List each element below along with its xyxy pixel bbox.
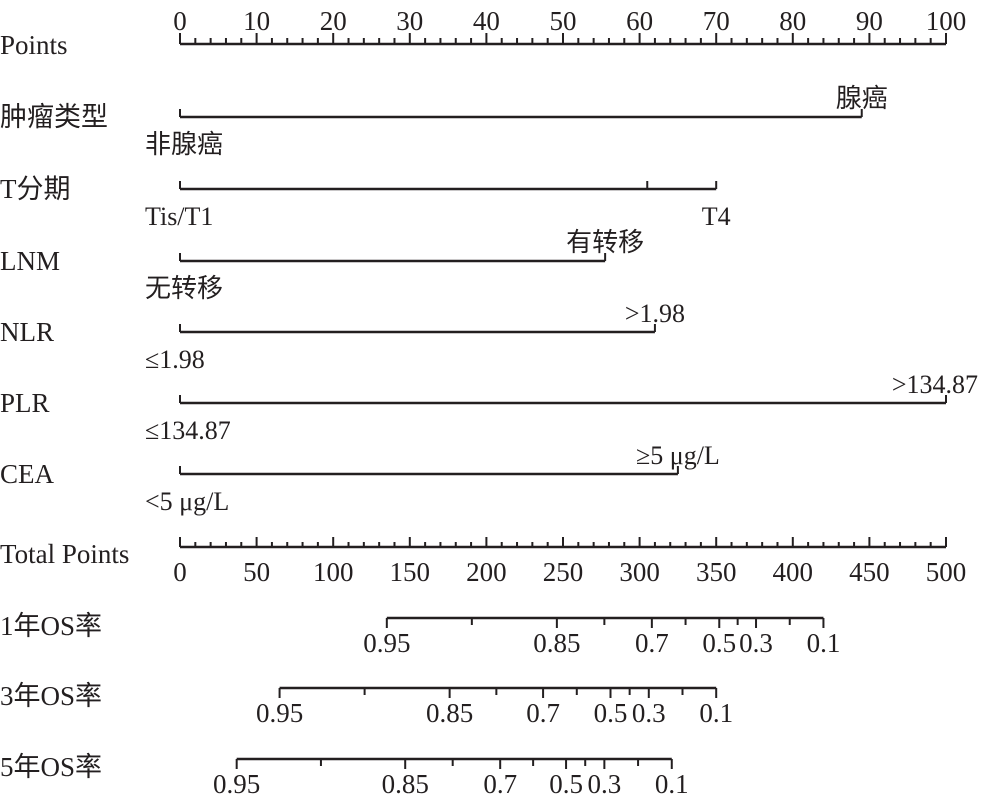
- points-axis-tick-label: 100: [926, 6, 967, 36]
- survival-scale-label: 3年OS率: [0, 681, 102, 711]
- total-points-axis-tick-label: 300: [619, 557, 660, 587]
- predictor-level-label: >134.87: [892, 370, 978, 399]
- predictor-label: 肿瘤类型: [0, 102, 108, 132]
- survival-scale-tick-label: 0.3: [739, 628, 773, 658]
- predictor-label: NLR: [0, 317, 54, 347]
- survival-scale-tick-label: 0.5: [549, 769, 583, 799]
- survival-scale-tick-label: 0.85: [533, 628, 580, 658]
- survival-scale-tick-label: 0.1: [699, 698, 733, 728]
- survival-scale-tick-label: 0.5: [594, 698, 628, 728]
- survival-scale-tick-label: 0.85: [382, 769, 429, 799]
- survival-scale-label: 1年OS率: [0, 611, 102, 641]
- points-axis-tick-label: 70: [703, 6, 730, 36]
- survival-scale-label: 5年OS率: [0, 752, 102, 782]
- predictor-label: T分期: [0, 174, 71, 204]
- total-points-axis-tick-label: 0: [173, 557, 187, 587]
- points-axis-tick-label: 20: [320, 6, 347, 36]
- total-points-axis-tick-label: 50: [243, 557, 270, 587]
- survival-scale-tick-label: 0.3: [632, 698, 666, 728]
- points-axis-tick-label: 30: [396, 6, 423, 36]
- survival-scale-tick-label: 0.5: [702, 628, 736, 658]
- total-points-axis-tick-label: 450: [849, 557, 890, 587]
- points-axis-label: Points: [0, 30, 68, 60]
- predictor-level-label: <5 μg/L: [145, 487, 229, 516]
- predictor-label: CEA: [0, 459, 55, 489]
- survival-scale-tick-label: 0.95: [256, 698, 303, 728]
- total-points-axis-tick-label: 350: [696, 557, 737, 587]
- survival-scale-tick-label: 0.7: [526, 698, 560, 728]
- predictor-level-label: ≥5 μg/L: [636, 441, 720, 470]
- total-points-axis-tick-label: 150: [390, 557, 431, 587]
- predictor-label: PLR: [0, 388, 50, 418]
- predictor-level-label: 有转移: [566, 228, 644, 257]
- total-points-axis-tick-label: 100: [313, 557, 354, 587]
- survival-scale-tick-label: 0.3: [587, 769, 621, 799]
- survival-scale-tick-label: 0.7: [483, 769, 517, 799]
- points-axis-tick-label: 80: [779, 6, 806, 36]
- predictor-level-label: T4: [702, 202, 731, 231]
- predictor-level-label: 无转移: [145, 274, 223, 303]
- total-points-axis-label: Total Points: [0, 539, 129, 569]
- total-points-axis-tick-label: 400: [773, 557, 814, 587]
- total-points-axis-tick-label: 200: [466, 557, 507, 587]
- predictor-level-label: Tis/T1: [145, 202, 213, 231]
- predictor-level-label: 非腺癌: [145, 130, 223, 159]
- predictor-level-label: ≤1.98: [145, 345, 205, 374]
- predictor-level-label: ≤134.87: [145, 416, 231, 445]
- survival-scale-tick-label: 0.95: [213, 769, 260, 799]
- survival-scale-tick-label: 0.85: [426, 698, 473, 728]
- survival-scale-tick-label: 0.95: [363, 628, 410, 658]
- points-axis-tick-label: 40: [473, 6, 500, 36]
- total-points-axis-tick-label: 250: [543, 557, 584, 587]
- points-axis-tick-label: 90: [856, 6, 883, 36]
- survival-scale-tick-label: 0.1: [807, 628, 841, 658]
- points-axis-tick-label: 0: [173, 6, 187, 36]
- predictor-level-label: >1.98: [625, 299, 685, 328]
- survival-scale-tick-label: 0.1: [655, 769, 689, 799]
- points-axis-tick-label: 60: [626, 6, 653, 36]
- predictor-level-label: 腺癌: [836, 84, 888, 113]
- points-axis-tick-label: 10: [243, 6, 270, 36]
- predictor-label: LNM: [0, 246, 60, 276]
- survival-scale-tick-label: 0.7: [635, 628, 669, 658]
- total-points-axis-tick-label: 500: [926, 557, 967, 587]
- points-axis-tick-label: 50: [550, 6, 577, 36]
